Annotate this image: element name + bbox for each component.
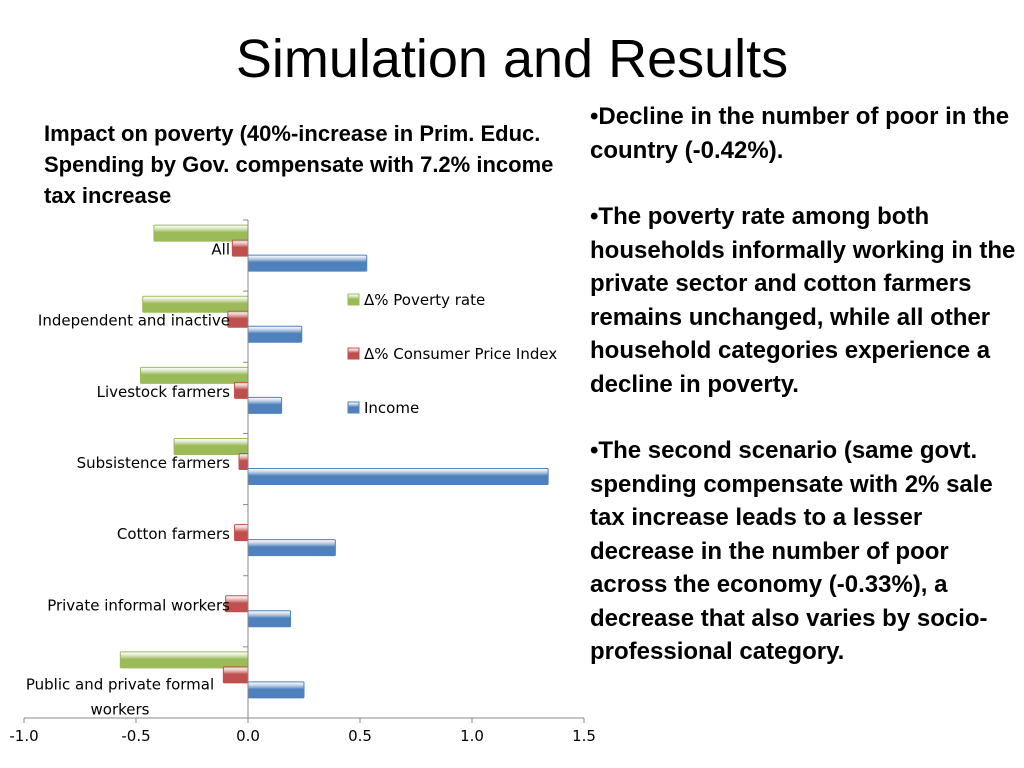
x-tick-label: -1.0 xyxy=(9,727,38,745)
legend-label: Δ% Consumer Price Index xyxy=(364,345,557,363)
bar xyxy=(222,666,249,684)
category-label: Independent and inactive xyxy=(38,312,230,330)
bar xyxy=(234,524,249,542)
x-tick-label: 0.0 xyxy=(236,727,260,745)
category-label: Livestock farmers xyxy=(97,383,231,401)
bullet-marker: • xyxy=(590,103,599,130)
legend-label: Δ% Poverty rate xyxy=(364,291,485,309)
x-tick-label: -0.5 xyxy=(121,727,150,745)
bar xyxy=(247,610,292,628)
bar xyxy=(247,254,368,272)
bar xyxy=(247,681,305,699)
bar xyxy=(247,539,336,557)
category-label: Private informal workers xyxy=(47,596,230,614)
bullet-item: •The second scenario (same govt. spendin… xyxy=(590,434,1020,669)
legend-label: Income xyxy=(364,399,419,417)
x-tick-label: 1.5 xyxy=(572,727,596,745)
bullet-text: The second scenario (same govt. spending… xyxy=(590,437,993,665)
x-tick-label: 0.5 xyxy=(348,727,372,745)
bullet-item: •Decline in the number of poor in the co… xyxy=(590,100,1020,167)
bar xyxy=(234,381,249,399)
bar xyxy=(119,651,249,669)
bullet-item: •The poverty rate among both households … xyxy=(590,200,1020,401)
bullet-text: Decline in the number of poor in the cou… xyxy=(590,103,1010,164)
bar xyxy=(139,366,249,384)
x-tick-label: 1.0 xyxy=(460,727,484,745)
bullet-marker: • xyxy=(590,203,599,230)
bar xyxy=(231,239,249,257)
bar xyxy=(247,396,283,414)
category-label: Subsistence farmers xyxy=(77,454,231,472)
legend-swatch xyxy=(347,347,360,360)
legend-swatch xyxy=(347,293,360,306)
bar xyxy=(247,468,549,485)
chart-title: Impact on poverty (40%-increase in Prim.… xyxy=(44,121,554,208)
bullet-text: The poverty rate among both households i… xyxy=(590,203,1016,398)
bar xyxy=(173,438,249,455)
bullet-marker: • xyxy=(590,437,599,464)
category-label: Public and private formal workers xyxy=(26,675,214,718)
category-label: All xyxy=(211,241,230,259)
bar xyxy=(247,325,303,343)
legend-swatch xyxy=(347,401,360,414)
slide-title: Simulation and Results xyxy=(235,29,789,89)
bullet-list: •Decline in the number of poor in the co… xyxy=(590,100,1020,702)
bar xyxy=(153,224,249,242)
bar xyxy=(238,453,249,470)
bar xyxy=(227,310,249,328)
bar xyxy=(142,295,249,313)
category-label: Cotton farmers xyxy=(117,525,230,543)
